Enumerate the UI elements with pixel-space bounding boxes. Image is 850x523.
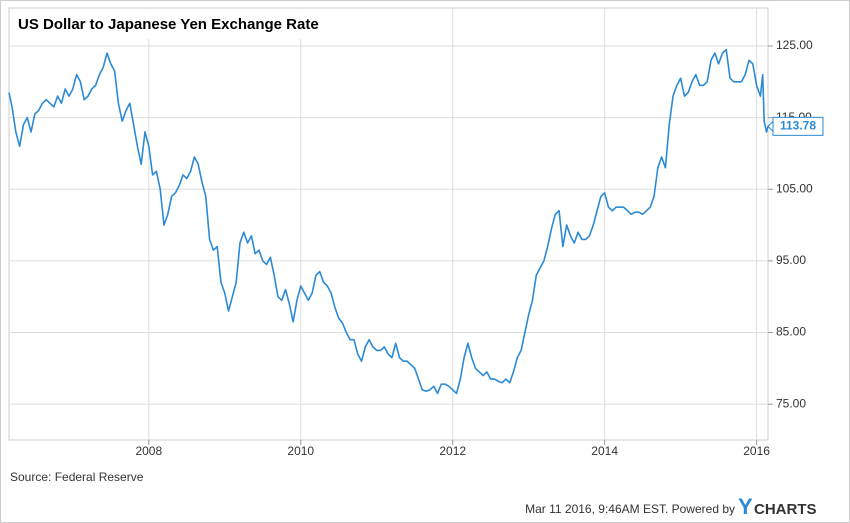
y-tick-label: 75.00 [776,396,806,410]
chart-title: US Dollar to Japanese Yen Exchange Rate [18,16,319,33]
title-box [10,9,330,39]
data-line [8,48,769,395]
y-tick-label: 105.00 [776,181,813,195]
x-tick-label: 2008 [135,444,162,458]
last-value-box [772,116,824,136]
y-tick-label: 85.00 [776,325,806,339]
timestamp: Mar 11 2016, 9:46AM EST. Powered by [525,502,735,516]
plot-area [8,7,769,441]
x-tick-label: 2010 [287,444,314,458]
brand-y: Y [738,494,753,519]
y-tick-label: 95.00 [776,253,806,267]
x-tick-label: 2016 [743,444,770,458]
source: Source: Federal Reserve [10,470,144,484]
last-value-label: 113.78 [780,119,816,133]
x-tick-label: 2014 [591,444,618,458]
y-tick-label: 125.00 [776,38,813,52]
brand-rest: CHARTS [754,501,817,518]
x-tick-label: 2012 [439,444,466,458]
